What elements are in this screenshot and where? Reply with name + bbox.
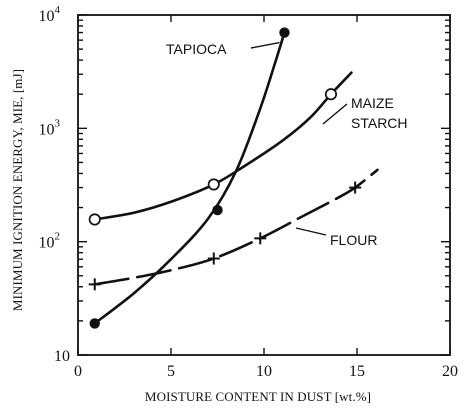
tapioca-data-point <box>89 318 100 329</box>
maize-starch-data-point <box>324 88 338 101</box>
flour-data-point <box>349 181 362 194</box>
y-tick-label: 103 <box>39 117 61 138</box>
x-tick-label: 0 <box>74 363 82 380</box>
x-tick-label: 20 <box>442 363 458 380</box>
plot-frame <box>77 14 451 356</box>
flour-curve <box>93 168 379 286</box>
tapioca-series-label: TAPIOCA <box>166 41 227 57</box>
tapioca-data-point <box>279 27 290 38</box>
flour-label-leader <box>295 227 327 236</box>
flour-data-point <box>88 278 101 291</box>
x-tick-label: 15 <box>349 363 365 380</box>
x-axis-title: MOISTURE CONTENT IN DUST [wt.%] <box>145 389 371 404</box>
maize-starch-series-label-line: STARCH <box>351 115 408 131</box>
maize-starch-series-label-line: MAIZE <box>351 95 394 111</box>
flour-data-point <box>207 252 220 265</box>
maize-starch-curve <box>93 71 353 221</box>
y-tick-exponent: 4 <box>55 4 61 16</box>
labels-layer: TAPIOCA MAIZE STARCH FLOUR <box>166 41 408 248</box>
maize-starch-data-point <box>88 213 101 226</box>
y-tick-exponent: 2 <box>55 231 61 243</box>
x-tick-label: 5 <box>167 363 175 380</box>
x-tick-label: 10 <box>256 363 272 380</box>
tapioca-label-leader <box>250 41 280 49</box>
y-tick-exponent: 3 <box>55 117 61 129</box>
tapioca-data-point <box>212 204 223 216</box>
curves-layer <box>93 31 379 325</box>
maize-starch-label-leader <box>322 103 348 125</box>
flour-data-point <box>254 232 267 245</box>
y-tick-label: 104 <box>39 4 61 25</box>
y-axis-title: MINIMUM IGNITION ENERGY, MIE, [mJ] <box>10 69 25 311</box>
y-tick-label: 10 <box>54 348 70 365</box>
tapioca-curve <box>93 31 286 325</box>
ticks-layer: 0 5 10 15 20 10 102 103 104 <box>39 4 459 380</box>
flour-series-label: FLOUR <box>330 232 377 248</box>
maize-starch-data-point <box>207 178 220 191</box>
y-tick-label: 102 <box>39 231 61 252</box>
axes-layer <box>77 14 451 356</box>
markers-layer <box>88 27 362 329</box>
